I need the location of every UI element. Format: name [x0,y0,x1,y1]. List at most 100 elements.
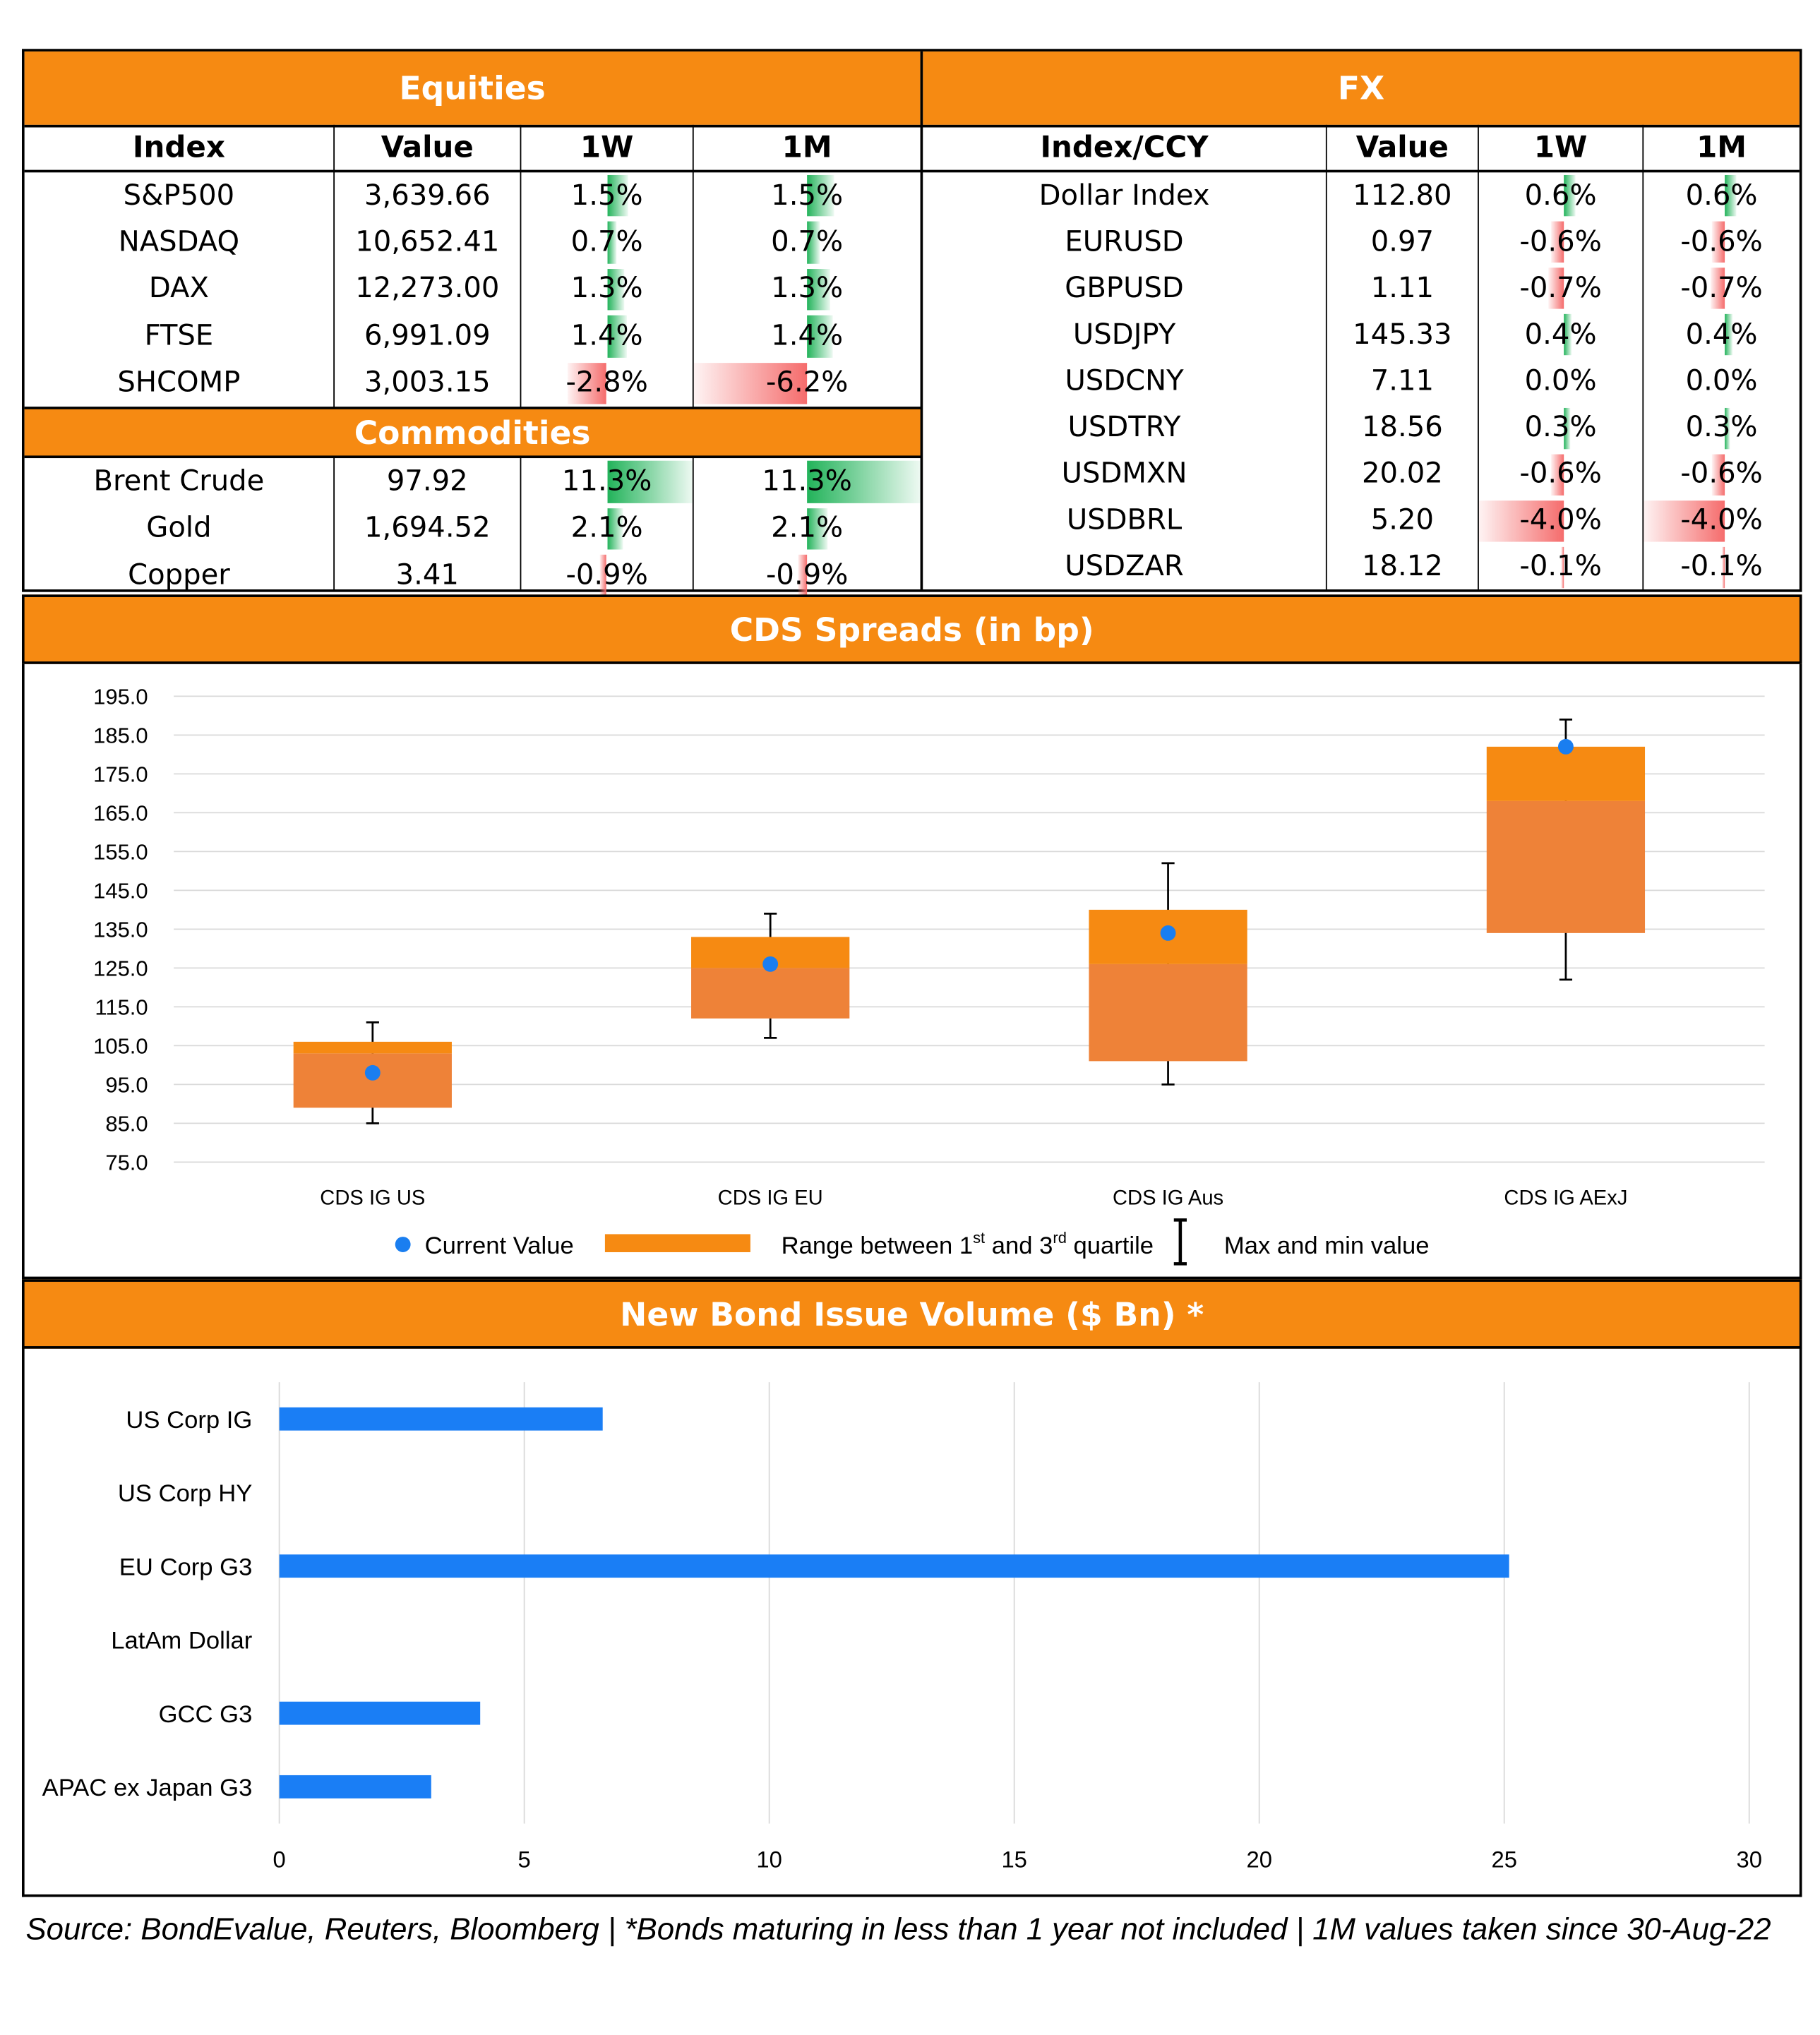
commodity-row-1m-bar [807,508,828,550]
bond-x-tick-label: 15 [1001,1846,1026,1872]
fx-row-1w-bar [1564,407,1570,449]
equity-row-name-cell: NASDAQ [118,227,240,259]
legend-current-dot [395,1237,411,1252]
fx-row-name-cell: Dollar Index [1038,179,1210,212]
fx-row-1w-bar [1564,314,1572,356]
equity-row-1m-cell: 0.7% [771,227,844,259]
equity-row-value-cell: 10,652.41 [355,227,500,259]
commodity-row-1m-cell: 2.1% [771,512,844,545]
fx-row-1w-cell: 0.4% [1524,318,1597,352]
equity-row-name-cell: FTSE [144,320,214,353]
bond-category-label: EU Corp G3 [119,1554,253,1580]
commodity-row-1w-bar [599,554,607,597]
fx-row-name-cell: GBPUSD [1065,272,1184,305]
fx-row-name-cell: USDJPY [1072,318,1176,352]
cds-y-tick-label: 85.0 [105,1111,148,1136]
fx-row-1m-cell: -4.0% [1680,505,1763,537]
fx-row-1w-cell: 0.0% [1524,365,1597,398]
cds-y-tick-label: 95.0 [105,1072,148,1097]
fx-row-1w-cell: -0.1% [1519,551,1602,584]
cds-box-upper [293,1041,452,1054]
cds-current-dot [1557,738,1574,755]
equities-col-1w: 1W [580,131,634,165]
legend-current-label: Current Value [425,1232,574,1259]
fx-row-1m-cell: -0.6% [1680,226,1763,258]
equity-row-1m-cell: 1.5% [771,179,844,212]
fx-row-1m-bar [1644,500,1725,542]
equity-row-1w-cell: 1.3% [570,273,643,306]
equity-row-1w-bar [606,222,617,264]
fx-row-1w-bar [1549,268,1564,310]
cds-current-dot [762,956,779,972]
cds-header: CDS Spreads (in bp) [21,594,1802,664]
equity-row-value-cell: 6,991.09 [364,320,491,353]
equity-row-1m-cell: 1.3% [771,273,844,306]
cds-current-dot [1160,925,1176,941]
cds-y-tick-label: 105.0 [93,1033,148,1058]
equity-row-1m-cell: -6.2% [765,367,849,400]
equity-row-name-cell: DAX [148,273,209,306]
fx-col-1w: 1W [1533,131,1588,165]
fx-row-1m-bar [1724,407,1730,449]
bond-category-label: GCC G3 [159,1701,253,1728]
cds-chart: 195.0 185.0 175.0 165.0 155.0 145.0 135.0 125.0… [93,684,1765,1266]
commodity-row-name-cell: Copper [128,559,230,592]
fx-row-name-cell: USDZAR [1065,551,1184,584]
bond-header: New Bond Issue Volume ($ Bn) * [21,1279,1802,1349]
fx-row-1m-cell: 0.3% [1685,412,1758,445]
cds-y-tick-label: 125.0 [93,956,148,980]
fx-row-value-cell: 0.97 [1370,226,1435,258]
bond-category-label: US Corp HY [118,1480,252,1507]
cds-box-lower [1089,964,1247,1062]
fx-row-name-cell: EURUSD [1065,226,1184,258]
fx-row-1w-bar [1561,546,1564,589]
commodity-row-1m-bar [798,554,808,597]
commodity-row-name-cell: Brent Crude [93,465,265,498]
fx-row-value-cell: 5.20 [1370,505,1435,537]
fx-row-1w-bar [1478,500,1564,542]
fx-row-value-cell: 18.56 [1361,412,1443,445]
commodity-row-1m-cell: -0.9% [765,559,849,592]
market-table: Equities FX Commodities Index Value 1W 1… [21,49,1802,597]
bond-bar [279,1554,1509,1578]
fx-row-name-cell: USDBRL [1066,505,1183,537]
fx-row-value-cell: 145.33 [1353,318,1452,352]
fx-row-1m-bar [1712,221,1725,263]
bond-category-label: US Corp IG [126,1407,252,1434]
equity-row-1w-bar [568,362,607,404]
equity-row-1m-bar [693,362,808,404]
fx-row-value-cell: 112.80 [1353,179,1452,212]
fx-row-name-cell: USDTRY [1067,412,1181,445]
cds-box-lower [1486,800,1646,933]
fx-row-1w-bar [1564,174,1576,217]
commodity-row-1w-cell: 11.3% [561,465,652,498]
cds-box-lower [691,968,850,1019]
fx-col-index: Index/CCY [1040,131,1209,165]
bond-category-label: LatAm Dollar [111,1628,252,1655]
cds-x-tick-label: CDS IG AExJ [1504,1187,1627,1210]
fx-row-1m-cell: 0.0% [1685,365,1758,398]
cds-y-tick-label: 165.0 [93,800,148,825]
equity-row-1w-cell: -2.8% [565,367,648,400]
commodity-row-value-cell: 3.41 [395,559,459,592]
equity-row-value-cell: 3,003.15 [364,367,491,400]
bond-bar [279,1407,603,1431]
cds-x-tick-label: CDS IG Aus [1113,1187,1223,1210]
cds-y-tick-label: 145.0 [93,878,148,903]
cds-chart-panel: 195.0 185.0 175.0 165.0 155.0 145.0 135.0 125.0… [21,664,1802,1280]
cds-box-upper [1486,746,1646,801]
equity-row-1w-cell: 0.7% [570,227,643,259]
fx-row-1m-bar [1712,453,1725,496]
equity-row-value-cell: 3,639.66 [364,179,491,212]
cds-x-tick-label: CDS IG US [320,1187,425,1210]
bond-chart: 0 5 10 15 20 25 30 US Corp IG US Corp HY EU Corp … [42,1382,1762,1872]
commodity-row-value-cell: 97.92 [386,465,468,498]
equity-row-1m-cell: 1.4% [771,320,844,353]
fx-row-1w-cell: 0.6% [1524,179,1597,212]
commodity-row-1w-bar [606,508,623,550]
fx-row-name-cell: USDMXN [1061,458,1187,491]
fx-row-1w-cell: -0.6% [1519,458,1602,491]
equity-row-1w-bar [606,174,628,217]
cds-current-dot [364,1064,381,1081]
cds-x-tick-label: CDS IG EU [718,1187,823,1210]
